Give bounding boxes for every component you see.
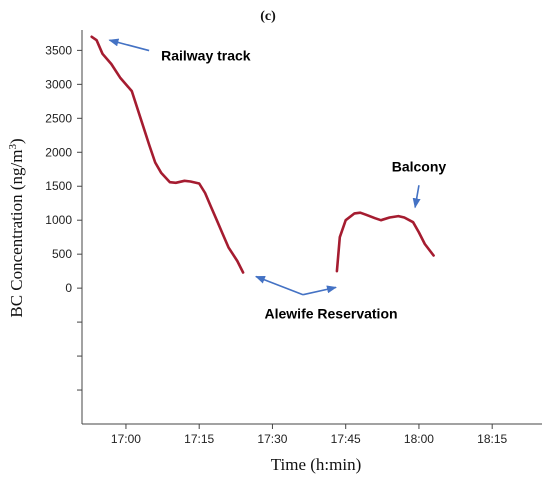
- x-tick-label-5: 18:15: [477, 432, 507, 446]
- x-tick-label-3: 17:45: [331, 432, 361, 446]
- annotation-arrow-alewife-left: [255, 275, 304, 296]
- y-axis-title-end: ): [7, 138, 26, 144]
- y-tick-label-7: 3500: [45, 43, 72, 57]
- x-tick-label-2: 17:30: [257, 432, 287, 446]
- y-tick-label-1: 500: [52, 247, 72, 261]
- annotation-label-1: Balcony: [392, 158, 447, 174]
- x-axis-title: Time (h:min): [271, 455, 362, 474]
- annotation-arrow-alewife-right: [302, 285, 337, 296]
- y-tick-label-5: 2500: [45, 111, 72, 125]
- x-ticks: 17:00 17:15 17:30 17:45 18:00 18:15: [111, 424, 508, 446]
- y-tick-label-2: 1000: [45, 213, 72, 227]
- y-axis-title-main: BC Concentration (ng/m: [7, 150, 26, 318]
- annotation-arrow-railway: [108, 38, 150, 52]
- axes: [81, 30, 542, 425]
- panel-label: (c): [260, 9, 276, 24]
- y-axis-title-sup: 3: [7, 144, 19, 150]
- series-line-0: [90, 35, 245, 274]
- y-tick-label-4: 2000: [45, 145, 72, 159]
- annotations: Railway track Balcony Alewife Reservation: [108, 38, 447, 322]
- x-tick-label-4: 18:00: [404, 432, 434, 446]
- x-tick-label-0: 17:00: [111, 432, 141, 446]
- x-tick-label-1: 17:15: [184, 432, 214, 446]
- annotation-label-0: Railway track: [161, 48, 251, 64]
- annotation-label-2: Alewife Reservation: [265, 306, 398, 322]
- y-axis-title: BC Concentration (ng/m3): [7, 138, 26, 317]
- y-tick-label-0: 0: [65, 281, 72, 295]
- series-group: [90, 35, 435, 274]
- annotation-arrow-balcony: [412, 185, 421, 209]
- y-tick-label-3: 1500: [45, 179, 72, 193]
- series-line-1: [335, 211, 435, 273]
- y-ticks: 0 500 1000 1500 2000 2500 3000 3500: [45, 43, 82, 391]
- y-tick-label-6: 3000: [45, 77, 72, 91]
